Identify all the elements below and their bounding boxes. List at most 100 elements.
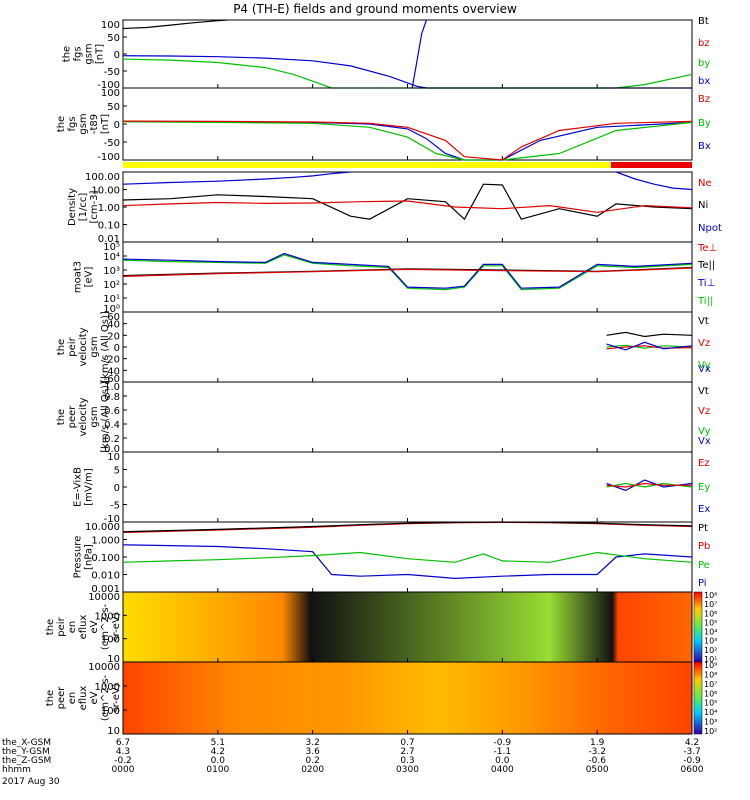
ytick-label: -50 bbox=[104, 138, 120, 149]
series-line-ey bbox=[606, 482, 693, 488]
ylabel-line: peir bbox=[56, 616, 67, 636]
ytick-label: 10000 bbox=[88, 662, 120, 673]
ylabel-line: fgs bbox=[67, 116, 78, 131]
date-label: 2017 Aug 30 bbox=[2, 777, 60, 787]
ylabel-line: peer bbox=[67, 405, 78, 429]
legend-entry: Vx bbox=[698, 436, 711, 447]
ytick-label: -20 bbox=[104, 355, 120, 366]
series-line-vx bbox=[606, 341, 693, 351]
series-line-bz bbox=[122, 120, 693, 161]
ylabel-line: [nPa] bbox=[84, 544, 95, 570]
ylabel-line: [mV/m] bbox=[84, 468, 95, 506]
ytick-label: 1000 bbox=[95, 611, 120, 622]
orbit-value: -3.2 bbox=[588, 747, 606, 757]
ytick-label: 0.010 bbox=[91, 571, 120, 582]
orbit-value: 2.7 bbox=[400, 747, 414, 757]
ytick-label: -40 bbox=[104, 366, 120, 377]
legend-entry: Ne bbox=[698, 178, 712, 189]
legend-entry: Ni bbox=[698, 200, 708, 211]
orbit-value: 0.0 bbox=[495, 756, 510, 766]
series-line-bx bbox=[122, 55, 692, 89]
orbit-value: -0.6 bbox=[588, 756, 606, 766]
colorbar-tick-label: 10³ bbox=[704, 718, 717, 727]
ytick-label: 10 bbox=[107, 654, 120, 665]
heatmap-field bbox=[123, 592, 692, 662]
ylabel-line: the bbox=[62, 46, 73, 62]
ytick-label: 10000 bbox=[88, 592, 120, 603]
panel-frame bbox=[122, 171, 693, 243]
orbit-value: -0.9 bbox=[494, 738, 512, 748]
ytick-label: -50 bbox=[104, 67, 120, 78]
orbit-value: -1.1 bbox=[494, 747, 512, 757]
ytick-label: 0.4 bbox=[104, 420, 120, 431]
ylabel-line: velocity bbox=[78, 397, 89, 436]
orbit-value: 0.3 bbox=[400, 756, 414, 766]
orbit-value: 0.2 bbox=[306, 756, 320, 766]
ylabel-line: gsm bbox=[78, 113, 89, 134]
orbit-value: 0600 bbox=[681, 765, 704, 775]
colorbar-tick-label: 10⁷ bbox=[704, 600, 717, 609]
colorbar-tick-label: 10⁵ bbox=[704, 699, 717, 708]
legend-entry: Te|| bbox=[697, 260, 715, 271]
orbit-value: 0100 bbox=[206, 765, 229, 775]
legend-entry: Ez bbox=[698, 458, 710, 469]
orbit-value: -3.7 bbox=[683, 747, 701, 757]
legend-entry: Vy bbox=[698, 360, 711, 371]
ytick-label: 0.10 bbox=[98, 221, 120, 232]
series-line-ne bbox=[122, 200, 693, 213]
ytick-label: 100 bbox=[101, 20, 120, 31]
ylabel-line: the bbox=[56, 116, 67, 132]
ytick-label: 0 bbox=[114, 343, 120, 354]
colorbar-tick-label: 10² bbox=[704, 646, 717, 655]
orbit-row-label: the_X-GSM bbox=[2, 738, 51, 748]
colorbar-tick-label: 10⁸ bbox=[704, 591, 717, 600]
ytick-label: 100 bbox=[101, 88, 120, 99]
orbit-value: -0.9 bbox=[683, 756, 701, 766]
ylabel-line: [cm-3] bbox=[89, 190, 100, 223]
ytick-label: 10² bbox=[103, 280, 120, 291]
orbit-value: 6.7 bbox=[116, 738, 130, 748]
ylabel-line: -t89 bbox=[89, 114, 100, 134]
legend-entry: bz bbox=[698, 38, 710, 49]
ylabel-line: [eV] bbox=[84, 267, 95, 288]
ylabel-line: [km/s (All Qs)] bbox=[100, 311, 111, 383]
page-title: P4 (TH-E) fields and ground moments over… bbox=[233, 2, 517, 16]
ytick-label: 100 bbox=[101, 706, 120, 717]
ylabel-line: sr-eV) bbox=[111, 612, 122, 641]
colorbar bbox=[693, 591, 703, 663]
legend-entry: Pi bbox=[698, 578, 707, 589]
colorbar-tick-label: 10⁴ bbox=[704, 708, 717, 717]
orbit-value: 5.1 bbox=[211, 738, 225, 748]
legend-entry: Vt bbox=[698, 386, 709, 397]
ylabel-line: gsm bbox=[89, 406, 100, 427]
ytick-label: 0.2 bbox=[104, 434, 120, 445]
orbit-value: 0.7 bbox=[400, 738, 414, 748]
orbit-value: 1.9 bbox=[590, 738, 605, 748]
ytick-label: 60 bbox=[107, 312, 120, 323]
ytick-label: 0.001 bbox=[91, 584, 120, 595]
legend-entry: Bz bbox=[698, 94, 710, 105]
legend-entry: Vz bbox=[698, 406, 710, 417]
legend-entry: bx bbox=[698, 76, 710, 87]
ytick-label: 0.0 bbox=[104, 444, 120, 455]
colorbar-tick-label: 10¹ bbox=[704, 655, 717, 664]
colorbar-tick-label: 10⁷ bbox=[704, 680, 717, 689]
colorbar-tick-label: 10⁵ bbox=[704, 618, 717, 627]
series-line-ti- bbox=[122, 254, 693, 291]
series-line-pe bbox=[122, 551, 693, 563]
ylabel-line: moat3 bbox=[73, 261, 84, 293]
orbit-row-label: the_Z-GSM bbox=[2, 756, 51, 766]
legend-entry: Ti|| bbox=[697, 296, 713, 307]
ylabel-line: the bbox=[45, 619, 56, 635]
ylabel-line: en bbox=[67, 621, 78, 634]
ytick-label: 10³ bbox=[103, 266, 120, 277]
ylabel-line: (cm^2-s- bbox=[100, 674, 111, 721]
series-line-by bbox=[122, 121, 693, 161]
series-line-bx-recovery bbox=[411, 19, 428, 89]
orbit-value: -0.2 bbox=[114, 756, 132, 766]
ylabel-line: velocity bbox=[78, 327, 89, 366]
series-line-bt bbox=[122, 19, 228, 30]
ytick-label: 0.01 bbox=[98, 234, 120, 245]
orbit-value: 4.2 bbox=[685, 738, 699, 748]
legend-entry: By bbox=[698, 118, 711, 129]
